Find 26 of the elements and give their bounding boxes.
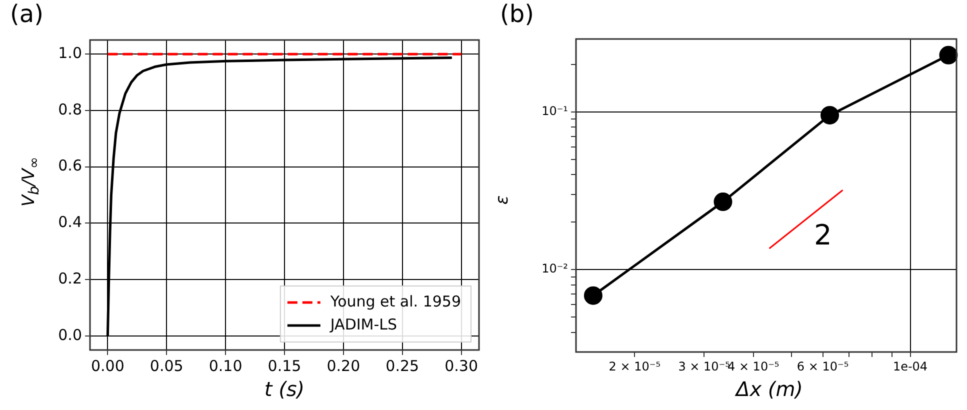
y-tick-label: 0.8 — [58, 100, 82, 118]
y-tick-label: 0.2 — [58, 269, 82, 288]
x-tick-label: 0.25 — [386, 356, 420, 375]
x-axis-title: t (s) — [263, 377, 306, 401]
chart-title: (b) — [500, 0, 534, 28]
x-tick-label: 0.05 — [150, 356, 184, 375]
x-tick-label: 0.15 — [268, 356, 302, 375]
legend-label: Young et al. 1959 — [329, 292, 462, 310]
series-label: 2 — [814, 218, 832, 252]
x-axis-title: Δx (m) — [734, 377, 804, 401]
chart-title: (a) — [10, 0, 44, 28]
y-tick-label: 0.0 — [58, 326, 82, 344]
x-tick-label: 0.20 — [326, 356, 360, 375]
legend-label: JADIM-LS — [329, 315, 398, 334]
x-tick-label: 0.10 — [208, 356, 242, 375]
x-tick-label: 0.30 — [444, 356, 478, 375]
x-tick-label: 0.00 — [90, 356, 124, 375]
x-tick-label: 2 × 10⁻⁵ — [608, 359, 661, 374]
y-tick-label: 0.6 — [58, 156, 82, 175]
x-tick-label: 6 × 10⁻⁵ — [796, 359, 849, 374]
y-tick-label: 0.4 — [58, 213, 82, 232]
y-tick-label: 10⁻¹ — [542, 104, 568, 118]
y-tick-label: 10⁻² — [542, 262, 568, 276]
y-axis-title: ε — [492, 196, 513, 205]
y-tick-label: 1.0 — [58, 44, 82, 62]
x-tick-label: 1e-04 — [892, 359, 928, 374]
